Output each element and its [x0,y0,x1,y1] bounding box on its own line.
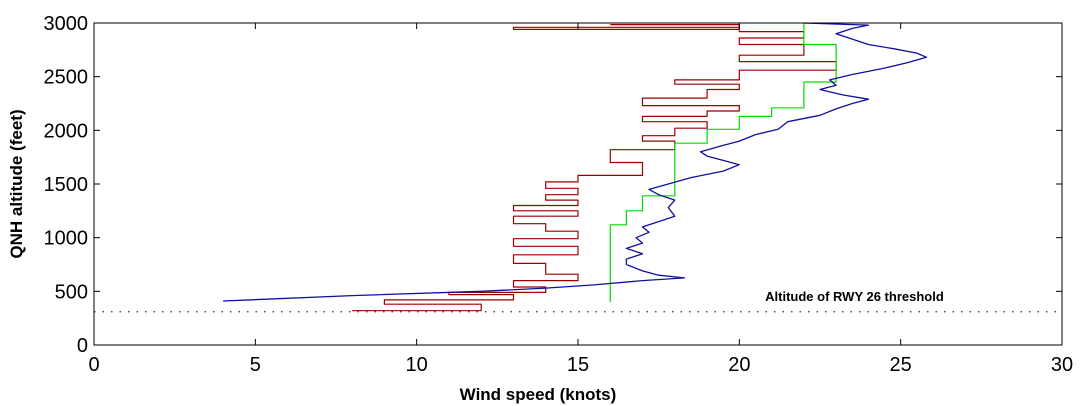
y-tick-label: 2500 [44,67,89,89]
x-tick-label: 15 [567,354,589,376]
series-2-line [609,23,837,303]
x-tick-label: 0 [88,354,99,376]
y-tick-label: 1000 [44,228,89,250]
x-tick-label: 25 [890,354,912,376]
series-2 [609,23,837,303]
series-3-line [223,22,928,302]
threshold-annotation: Altitude of RWY 26 threshold [765,289,944,304]
y-tick-label: 500 [55,281,88,303]
x-tick-label: 5 [250,354,261,376]
series-1 [352,24,837,312]
ticks-layer: 0 5 10 15 20 25 30 0 500 1000 1500 2000 2500 3000 [44,13,1074,376]
x-tick-label: 20 [728,354,750,376]
y-tick-label: 3000 [44,13,89,35]
x-axis-title: Wind speed (knots) [460,385,617,404]
series-3 [223,22,928,302]
y-tick-label: 2000 [44,120,89,142]
series-layer [223,22,928,312]
y-tick-label: 0 [77,335,88,357]
y-axis-title: QNH altitude (feet) [7,109,26,258]
x-tick-label: 10 [406,354,428,376]
y-tick-label: 1500 [44,174,89,196]
x-tick-label: 30 [1051,354,1073,376]
series-1-line [352,24,837,312]
